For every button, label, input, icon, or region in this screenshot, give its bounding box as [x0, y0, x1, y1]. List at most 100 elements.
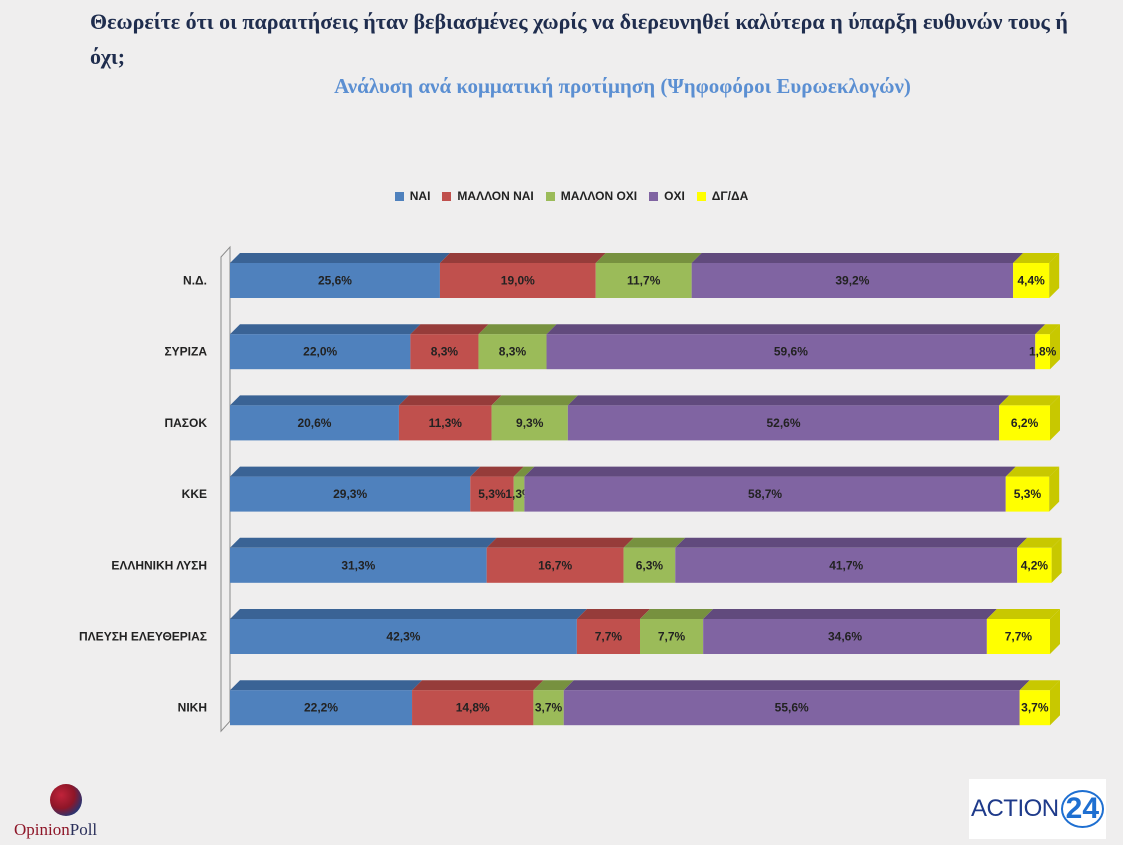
action24-logo: ACTION 24 — [969, 779, 1106, 839]
bar-top-face — [230, 537, 497, 548]
bar-segment — [478, 324, 557, 370]
bar-segment — [595, 253, 702, 298]
bar-top-face — [567, 395, 1010, 406]
bar-segment — [230, 680, 423, 726]
bar-segment — [576, 609, 650, 654]
bar-segment — [563, 680, 1030, 726]
opinion-poll-globe-icon — [50, 784, 82, 816]
bar-segment — [524, 466, 1016, 512]
bar-top-face — [230, 253, 450, 263]
category-label: ΠΛΕΥΣΗ ΕΛΕΥΘΕΡΙΑΣ — [79, 630, 207, 644]
data-label: 11,3% — [429, 416, 463, 430]
bar-front-face — [999, 405, 1050, 441]
data-label: 6,3% — [636, 558, 664, 572]
bar-front-face — [1035, 334, 1050, 370]
data-label: 39,2% — [835, 274, 869, 288]
bar-top-face — [230, 680, 423, 691]
bar-segment — [486, 537, 634, 583]
category-label: ΕΛΛΗΝΙΚΗ ΛΥΣΗ — [111, 558, 207, 572]
bar-top-face — [1017, 537, 1062, 548]
chart-subtitle: Ανάλυση ανά κομματική προτίμηση (Ψηφοφόρ… — [334, 74, 911, 98]
legend-swatch — [545, 191, 555, 201]
data-label: 3,7% — [1021, 701, 1049, 715]
bar-segment — [470, 466, 524, 512]
category-label: Ν.Δ. — [183, 274, 207, 288]
bar-front-face — [576, 619, 640, 654]
data-label: 7,7% — [1005, 630, 1033, 644]
category-label: ΝΙΚΗ — [178, 701, 207, 715]
legend-item: ΜΑΛΛΟΝ ΟΧΙ — [545, 189, 638, 203]
bar-segment — [703, 609, 997, 654]
action24-logo-text: ACTION — [970, 795, 1059, 822]
data-label: 42,3% — [386, 630, 420, 644]
bar-front-face — [230, 547, 487, 583]
data-label: 5,3% — [478, 487, 506, 501]
bar-front-face — [563, 690, 1020, 726]
bar-segment — [1005, 466, 1060, 512]
bar-top-face — [1005, 466, 1060, 477]
chart-legend: ΝΑΙ ΜΑΛΛΟΝ ΝΑΙ ΜΑΛΛΟΝ ΟΧΙ ΟΧΙ ΔΓ/ΔΑ — [0, 189, 1123, 204]
bar-top-face — [470, 466, 524, 477]
data-label: 25,6% — [318, 274, 352, 288]
legend-item: ΔΓ/ΔΑ — [696, 189, 748, 203]
bar-top-face — [439, 253, 606, 263]
data-label: 4,4% — [1017, 274, 1045, 288]
data-label: 31,3% — [341, 558, 375, 572]
bar-top-face — [563, 680, 1030, 691]
bar-segment — [640, 609, 714, 654]
bar-front-face — [1019, 690, 1050, 726]
category-label: ΣΥΡΙΖΑ — [164, 345, 207, 359]
bar-top-face — [1019, 680, 1060, 691]
bar-side-face — [1050, 395, 1060, 441]
bar-front-face — [230, 690, 413, 726]
data-label: 41,7% — [829, 558, 863, 572]
bar-front-face — [470, 476, 514, 512]
bar-front-face — [230, 405, 399, 441]
bar-front-face — [623, 547, 676, 583]
bar-side-face — [1051, 537, 1062, 583]
legend-label: ΜΑΛΛΟΝ ΟΧΙ — [560, 189, 638, 203]
bar-segment — [230, 466, 481, 512]
bar-top-face — [398, 395, 502, 406]
bar-segment — [999, 395, 1060, 441]
bar-front-face — [410, 334, 479, 370]
bar-front-face — [230, 619, 577, 654]
bar-segment — [1013, 253, 1060, 298]
data-label: 14,8% — [456, 701, 490, 715]
bar-segment — [230, 395, 409, 441]
data-label: 34,6% — [828, 630, 862, 644]
bar-top-face — [230, 395, 409, 406]
data-label: 16,7% — [538, 558, 572, 572]
legend-label: ΝΑΙ — [409, 189, 431, 203]
bar-top-face — [999, 395, 1060, 406]
data-label: 8,3% — [431, 345, 459, 359]
bar-front-face — [398, 405, 492, 441]
bar-side-face — [1049, 253, 1060, 298]
bar-front-face — [230, 476, 471, 512]
data-label: 29,3% — [333, 487, 367, 501]
opinion-poll-logo-text: OpinionPoll — [14, 820, 98, 839]
bar-segment — [691, 253, 1024, 298]
bar-top-face — [691, 253, 1024, 263]
bar-front-face — [1013, 263, 1050, 298]
data-label: 59,6% — [774, 345, 808, 359]
bar-front-face — [675, 547, 1018, 583]
data-label: 20,6% — [297, 416, 331, 430]
bar-front-face — [567, 405, 1000, 441]
bar-top-face — [623, 537, 686, 548]
bar-segment — [533, 680, 574, 726]
bar-top-face — [595, 253, 702, 263]
bar-front-face — [986, 619, 1050, 654]
bar-segment — [567, 395, 1010, 441]
bar-front-face — [230, 334, 411, 370]
bar-top-face — [230, 609, 587, 619]
bar-segment — [623, 537, 686, 583]
legend-swatch — [394, 191, 404, 201]
bar-top-face — [576, 609, 650, 619]
bar-segment — [398, 395, 502, 441]
legend-swatch — [649, 191, 659, 201]
data-label: 4,2% — [1021, 558, 1049, 572]
bar-top-face — [1013, 253, 1060, 263]
bar-segment — [675, 537, 1028, 583]
bar-front-face — [691, 263, 1014, 298]
